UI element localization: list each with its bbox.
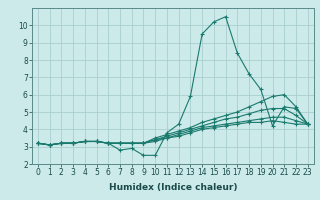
X-axis label: Humidex (Indice chaleur): Humidex (Indice chaleur): [108, 183, 237, 192]
